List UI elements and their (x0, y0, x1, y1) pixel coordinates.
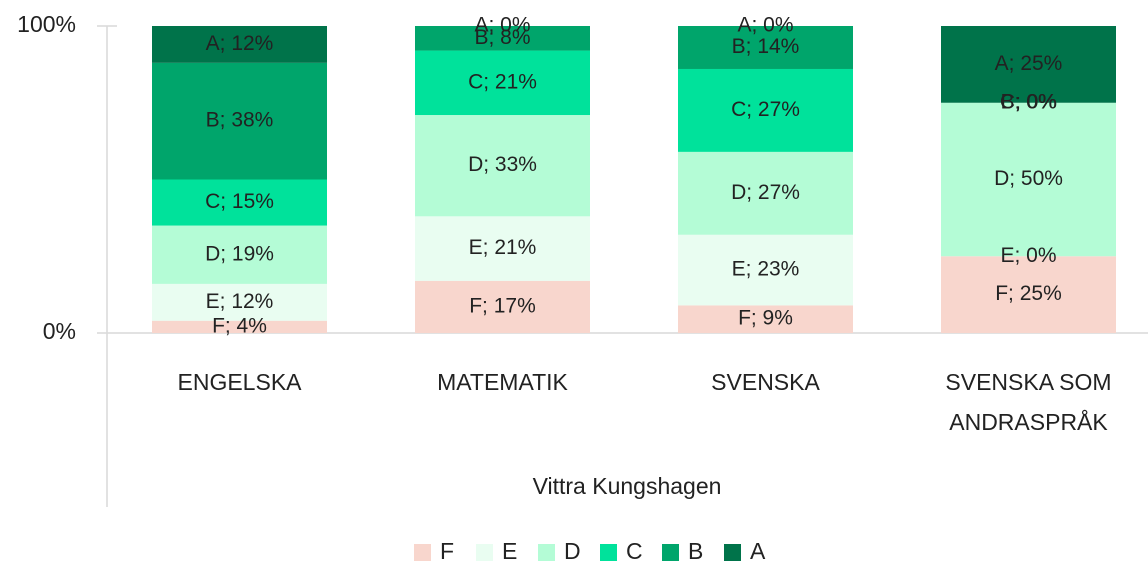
data-label: F; 25% (995, 282, 1062, 305)
data-label: E; 23% (732, 258, 800, 281)
data-label: E; 0% (1000, 244, 1056, 267)
data-label: A; 25% (995, 52, 1063, 75)
y-tick-label: 100% (17, 11, 76, 37)
legend-swatch (476, 544, 493, 561)
data-label: A; 0% (737, 14, 793, 37)
data-label: F; 17% (469, 294, 536, 317)
legend-swatch (414, 544, 431, 561)
y-tick-label: 0% (43, 318, 76, 344)
data-label: D; 27% (731, 181, 800, 204)
data-label: F; 9% (738, 307, 793, 330)
bar-segment (678, 26, 853, 69)
bar-segment (678, 305, 853, 333)
bar-segment (415, 115, 590, 217)
x-tick-label: SVENSKA SOM ANDRASPRÅK (945, 369, 1112, 435)
data-label: A; 0% (474, 14, 530, 37)
data-label: C; 0% (1000, 90, 1057, 113)
bar-segment (152, 179, 327, 226)
data-label: D; 19% (205, 242, 274, 265)
bar-segment (415, 50, 590, 116)
bar-segment (152, 283, 327, 321)
data-label: D; 33% (468, 153, 537, 176)
legend-label: C (626, 538, 643, 564)
legend-swatch (662, 544, 679, 561)
bar-segment (678, 234, 853, 306)
legend-label: F (440, 538, 454, 564)
data-label: F; 4% (212, 314, 267, 337)
data-label: E; 12% (206, 290, 274, 313)
data-label: B; 38% (206, 109, 274, 132)
legend-label: A (750, 538, 766, 564)
bar-segment (152, 320, 327, 333)
bar-segment (678, 151, 853, 235)
data-label: D; 50% (994, 167, 1063, 190)
legend-label: E (502, 538, 517, 564)
x-axis-label: Vittra Kungshagen (533, 473, 722, 499)
bar-segment (152, 26, 327, 63)
legend-swatch (538, 544, 555, 561)
x-tick-label: ENGELSKA (177, 369, 302, 395)
bar-segment (415, 216, 590, 281)
legend-swatch (724, 544, 741, 561)
data-label: C; 15% (205, 190, 274, 213)
bar-segment (152, 225, 327, 284)
bar-segment (941, 26, 1116, 103)
bar-segment (941, 102, 1116, 257)
bar-segment (152, 62, 327, 180)
data-label: C; 21% (468, 70, 537, 93)
legend-swatch (600, 544, 617, 561)
legend-label: B (688, 538, 703, 564)
legend-label: D (564, 538, 581, 564)
data-label: A; 12% (206, 32, 274, 55)
x-tick-label: SVENSKA (711, 369, 820, 395)
data-label: B; 14% (732, 35, 800, 58)
data-label: C; 27% (731, 98, 800, 121)
data-label: E; 21% (469, 236, 537, 259)
bar-segment (415, 280, 590, 333)
bar-segment (941, 256, 1116, 333)
bar-segment (415, 26, 590, 51)
data-label: B; 8% (474, 26, 530, 49)
x-tick-label: MATEMATIK (437, 369, 568, 395)
bar-segment (678, 68, 853, 152)
data-label: B; 0% (1000, 90, 1056, 113)
